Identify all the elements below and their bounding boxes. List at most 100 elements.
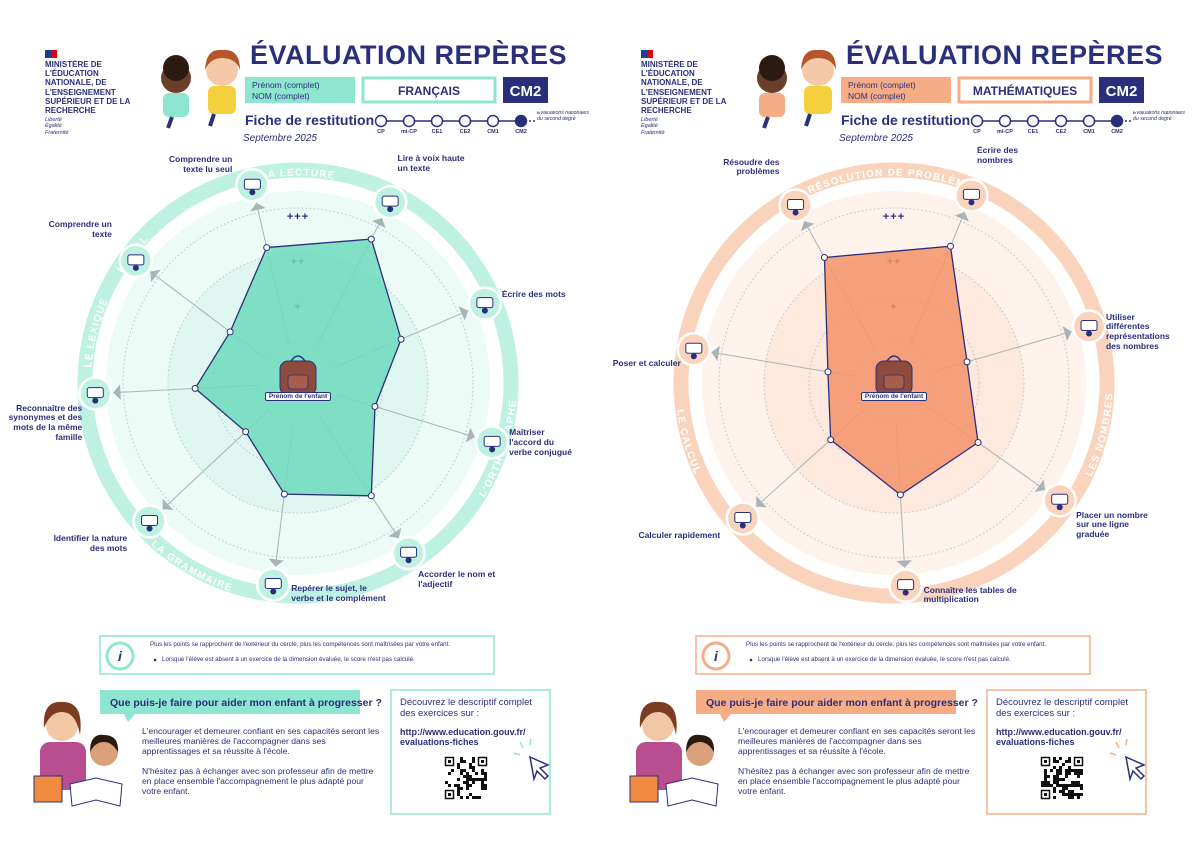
click-ray — [529, 738, 532, 746]
head — [90, 738, 118, 766]
qr-cell — [472, 769, 475, 772]
qr-cell — [1077, 772, 1080, 775]
skill-label-box: Connaître les tables de multiplication — [924, 586, 1017, 605]
qr-finder — [1040, 756, 1051, 767]
qr-cell — [1074, 793, 1077, 796]
qr-cell — [1071, 793, 1074, 796]
qr-cell — [1059, 772, 1062, 775]
question: Que puis-je faire pour aider mon enfant … — [110, 697, 382, 709]
axis-arrow — [113, 384, 121, 401]
qr-cell — [1074, 772, 1077, 775]
body — [163, 93, 189, 117]
subject-box — [361, 76, 497, 104]
resource-intro-box: Découvrez le descriptif complet des exer… — [400, 698, 532, 719]
timeline-step — [430, 114, 444, 128]
skill-icon-glyph — [270, 588, 277, 595]
ministry: MINISTÈRE DE L'ÉDUCATION NATIONALE, DE L… — [641, 60, 727, 115]
qr-cell — [1056, 784, 1059, 787]
info-line-box: Lorsque l'élève est absent à un exercice… — [162, 656, 415, 663]
score-point — [946, 242, 954, 250]
qr-cell — [1053, 778, 1056, 781]
domain-label: LA LECTURE — [260, 168, 335, 182]
skill-label: Lire à voix haute un texte — [397, 153, 465, 173]
skill-label-box: Repérer le sujet, le verbe et le complém… — [291, 584, 386, 604]
qr-cell — [1041, 784, 1044, 787]
axis-arrow — [465, 427, 475, 443]
qr-cell — [1074, 784, 1077, 787]
skill-icon-glyph — [734, 511, 752, 523]
skill-icon-glyph — [897, 579, 915, 591]
qr-cell — [460, 757, 463, 760]
click-ray — [1109, 752, 1117, 756]
question-banner — [100, 690, 360, 722]
qr-cell — [469, 793, 472, 796]
skill-label: Repérer le sujet, le verbe et le complém… — [291, 584, 386, 604]
axis-arrow — [954, 211, 970, 222]
qr-cell — [1044, 778, 1047, 781]
advice: N'hésitez pas à échanger avec son profes… — [738, 767, 970, 796]
qr-cell — [1053, 790, 1056, 793]
qr-cell — [1071, 796, 1074, 799]
resource-box — [390, 689, 551, 815]
legs — [804, 113, 812, 127]
center-label: Prénom de l'enfant — [861, 392, 927, 402]
question: Que puis-je faire pour aider mon enfant … — [706, 697, 978, 709]
qr-cell — [457, 763, 460, 766]
qr-cell — [1068, 793, 1071, 796]
level-ring — [122, 207, 474, 559]
hair — [801, 49, 836, 70]
qr-cell — [481, 772, 484, 775]
body — [804, 86, 832, 114]
backpack-pocket — [883, 374, 905, 390]
date: Septembre 2025 — [243, 133, 317, 144]
head — [642, 709, 674, 741]
motto-box: Liberté Égalité Fraternité — [45, 117, 69, 136]
timeline-step — [1054, 114, 1068, 128]
open-book — [665, 777, 719, 807]
timeline-label: CE2 — [1056, 129, 1067, 135]
resource-url: http://www.education.gouv.fr/ evaluation… — [400, 727, 526, 748]
date: Septembre 2025 — [839, 133, 913, 144]
timeline-step — [1082, 114, 1096, 128]
score-point — [963, 358, 971, 366]
qr-cell — [1077, 781, 1080, 784]
qr-cell — [463, 781, 466, 784]
qr-cell — [460, 796, 463, 799]
timeline-end-box: Évaluations nationales du second degré — [1133, 111, 1185, 122]
score-point — [827, 436, 835, 444]
info-icon — [105, 641, 135, 671]
qr-finder-dot — [1077, 760, 1080, 763]
qr-cell — [478, 778, 481, 781]
skill-label-box: Accorder le nom et l'adjectif — [418, 570, 495, 589]
qr-cell — [1062, 790, 1065, 793]
qr-cell — [457, 793, 460, 796]
cursor — [529, 755, 550, 782]
score-point — [974, 438, 982, 446]
skill-icon-glyph — [739, 522, 746, 529]
qr-cell — [466, 778, 469, 781]
axis-arrow — [800, 221, 815, 232]
motto-box: Liberté Égalité Fraternité — [641, 117, 665, 136]
level-label: +++ — [883, 211, 905, 223]
skill-icon-glyph — [86, 387, 104, 399]
info-box — [695, 635, 1091, 675]
flag-blue — [641, 50, 647, 58]
skill-label: Écrire des nombres — [976, 146, 1019, 165]
subject: FRANÇAIS — [398, 84, 460, 98]
qr-cell — [481, 787, 484, 790]
qr-finder-dot — [448, 760, 451, 763]
qr-cell — [1062, 763, 1065, 766]
qr-cell — [1062, 784, 1065, 787]
hair — [163, 55, 189, 81]
qr-cell — [1065, 769, 1068, 772]
body — [208, 86, 236, 114]
legs — [762, 116, 770, 129]
qr-cell — [469, 775, 472, 778]
click-ray — [1125, 738, 1128, 746]
qr-finder — [1073, 756, 1084, 767]
info-box — [99, 635, 495, 675]
qr-finder-dot — [1044, 793, 1047, 796]
flag-red — [647, 50, 653, 58]
